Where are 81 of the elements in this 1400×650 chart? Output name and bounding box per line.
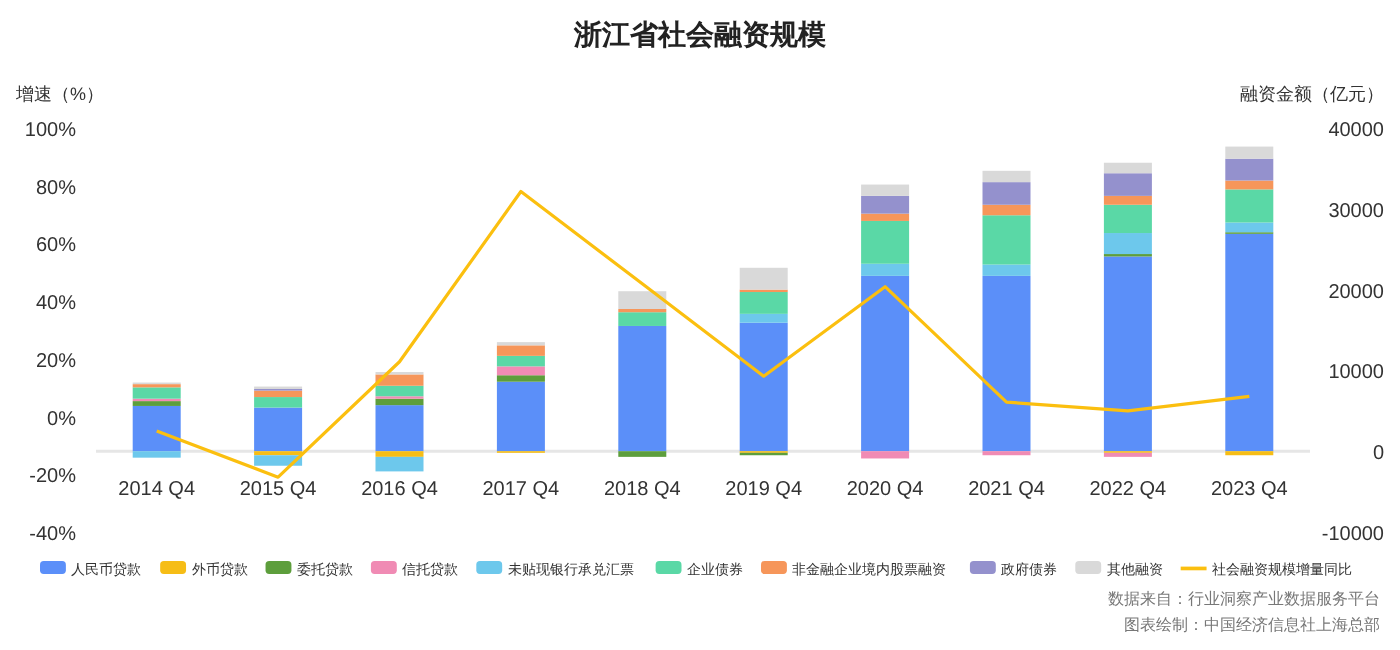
y-tick-label: 40%: [35, 293, 77, 316]
bar: [496, 355, 545, 367]
y-tick-label: 60%: [35, 235, 77, 258]
bar: [618, 291, 667, 309]
y-axis-title: 增速（%）: [14, 84, 105, 104]
x-tick-label: 2020 Q4: [846, 479, 925, 502]
bar: [861, 451, 910, 459]
text: 数据来自：行业洞察产业数据服务平台: [1108, 590, 1380, 608]
x-tick-label: 2018 Q4: [603, 479, 682, 502]
bar: [1225, 222, 1274, 233]
bar: [982, 182, 1031, 205]
text: 图表绘制：中国经济信息社上海总部: [1124, 616, 1380, 634]
bar: [861, 195, 910, 214]
bar: [982, 170, 1031, 183]
bar: [132, 451, 181, 458]
bar: [132, 405, 181, 452]
y-tick-label: -40%: [29, 524, 77, 546]
y2-tick-label: 40000: [1328, 120, 1385, 142]
bar: [618, 312, 667, 326]
x-tick-label: 2016 Q4: [361, 479, 439, 502]
bar: [739, 292, 788, 314]
y-tick-label: 100%: [24, 120, 77, 142]
bar: [739, 267, 788, 290]
y2-tick-label: -10000: [1321, 524, 1385, 546]
x-tick-label: 2022 Q4: [1089, 479, 1168, 502]
bar: [1103, 256, 1152, 452]
y2-tick-label: 20000: [1328, 281, 1385, 304]
y-tick-label: 80%: [35, 177, 77, 200]
bar: [1225, 158, 1274, 181]
bar: [375, 451, 424, 457]
bar: [1103, 162, 1152, 174]
x-tick-label: 2023 Q4: [1210, 479, 1289, 502]
x-tick-label: 2019 Q4: [725, 479, 803, 502]
bar: [861, 263, 910, 276]
bar: [861, 184, 910, 196]
bar: [739, 322, 788, 452]
bar: [375, 398, 424, 406]
bar: [739, 313, 788, 323]
bar: [1225, 189, 1274, 223]
bar: [1103, 195, 1152, 205]
bar: [254, 397, 303, 408]
bar: [375, 385, 424, 397]
y-tick-label: -20%: [29, 466, 77, 489]
x-tick-label: 2021 Q4: [968, 479, 1046, 502]
bar: [254, 407, 303, 452]
bar: [375, 374, 424, 386]
bar: [618, 325, 667, 452]
bar: [254, 390, 303, 398]
y2-tick-label: 10000: [1328, 362, 1385, 385]
bar: [132, 387, 181, 399]
y2-tick-label: 0: [1372, 443, 1385, 466]
line-series: [155, 189, 1251, 479]
y2-tick-label: 30000: [1328, 200, 1385, 223]
chart-title: 浙江省社会融资规模: [572, 18, 828, 50]
bar: [982, 264, 1031, 276]
bar: [982, 204, 1031, 216]
x-tick-label: 2017 Q4: [482, 479, 561, 502]
bar: [1225, 146, 1274, 159]
y-tick-label: 20%: [35, 350, 77, 373]
bar: [496, 366, 545, 376]
bar: [1225, 233, 1274, 452]
bar: [861, 213, 910, 221]
bar: [618, 451, 667, 457]
x-tick-label: 2014 Q4: [118, 479, 196, 502]
y-tick-label: 0%: [47, 408, 77, 431]
bar: [982, 275, 1031, 452]
bar: [496, 375, 545, 382]
x-tick-label: 2015 Q4: [239, 479, 318, 502]
bar: [375, 456, 424, 472]
bar: [1103, 204, 1152, 234]
bar: [1225, 180, 1274, 190]
bar: [861, 220, 910, 264]
bar: [861, 275, 910, 452]
bar: [375, 405, 424, 452]
bar: [1103, 233, 1152, 255]
bar: [1103, 173, 1152, 196]
bar: [254, 455, 303, 466]
bar: [496, 345, 545, 356]
bar: [982, 215, 1031, 265]
bar: [496, 381, 545, 452]
y2-axis-title: 融资金额（亿元）: [1240, 84, 1384, 104]
